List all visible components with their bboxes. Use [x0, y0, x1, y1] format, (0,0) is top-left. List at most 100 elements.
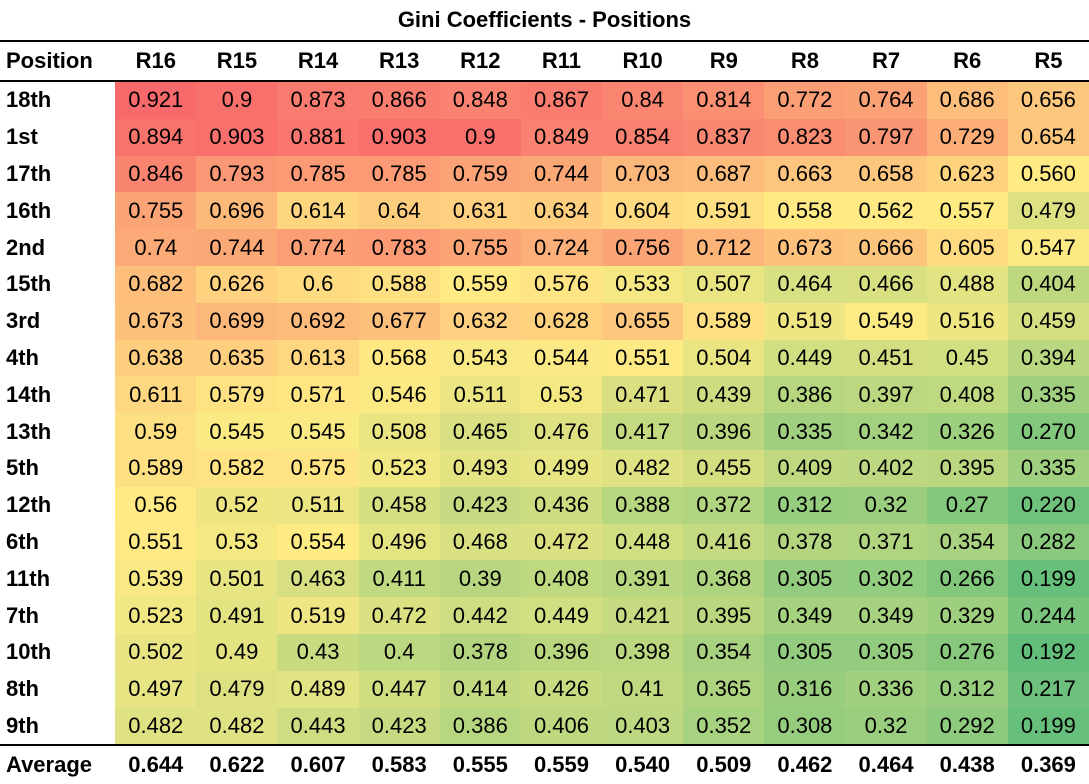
- table-row: 2nd 0.74 0.744 0.774 0.783 0.755 0.724 0.756 0.7…: [0, 229, 1089, 266]
- heatmap-cell: 0.426: [520, 670, 603, 708]
- heatmap-cell: 0.613: [277, 339, 359, 377]
- heatmap-cell: 0.302: [845, 560, 927, 598]
- heatmap-cell: 0.368: [683, 560, 765, 598]
- heatmap-cell: 0.395: [926, 449, 1008, 487]
- heatmap-cell: 0.482: [115, 707, 197, 746]
- column-header: R14: [277, 40, 359, 82]
- heatmap-cell: 0.921: [115, 81, 197, 119]
- row-label: 9th: [0, 707, 116, 746]
- heatmap-cell: 0.519: [764, 302, 846, 340]
- heatmap-cell: 0.867: [520, 81, 603, 119]
- heatmap-cell: 0.45: [926, 339, 1008, 377]
- heatmap-cell: 0.497: [115, 670, 197, 708]
- heatmap-cell: 0.744: [196, 229, 278, 266]
- heatmap-cell: 0.759: [439, 155, 521, 193]
- heatmap-cell: 0.84: [602, 81, 684, 119]
- heatmap-cell: 0.866: [358, 81, 440, 119]
- heatmap-cell: 0.354: [926, 523, 1008, 561]
- heatmap-cell: 0.849: [520, 118, 603, 156]
- heatmap-cell: 0.764: [845, 81, 927, 119]
- heatmap-cell: 0.489: [277, 670, 359, 708]
- heatmap-cell: 0.479: [196, 670, 278, 708]
- heatmap-cell: 0.6: [277, 265, 359, 303]
- heatmap-cell: 0.638: [115, 339, 197, 377]
- heatmap-cell: 0.52: [196, 486, 278, 524]
- heatmap-cell: 0.56: [115, 486, 197, 524]
- heatmap-cell: 0.614: [277, 192, 359, 230]
- heatmap-cell: 0.292: [926, 707, 1008, 746]
- heatmap-cell: 0.873: [277, 81, 359, 119]
- heatmap-cell: 0.423: [439, 486, 521, 524]
- heatmap-cell: 0.755: [115, 192, 197, 230]
- column-header: R16: [115, 40, 197, 82]
- heatmap-cell: 0.266: [926, 560, 1008, 598]
- heatmap-cell: 0.846: [115, 155, 197, 193]
- heatmap-cell: 0.396: [520, 633, 603, 671]
- row-label: 11th: [0, 560, 116, 598]
- heatmap-cell: 0.632: [439, 302, 521, 340]
- heatmap-cell: 0.335: [764, 413, 846, 450]
- heatmap-cell: 0.416: [683, 523, 765, 561]
- table-row: 18th 0.921 0.9 0.873 0.866 0.848 0.867 0.84 0.81…: [0, 81, 1089, 119]
- heatmap-cell: 0.663: [764, 155, 846, 193]
- heatmap-cell: 0.406: [520, 707, 603, 746]
- average-cell: 0.369: [1007, 744, 1089, 784]
- row-label: 13th: [0, 413, 116, 450]
- heatmap-cell: 0.501: [196, 560, 278, 598]
- heatmap-cell: 0.511: [277, 486, 359, 524]
- heatmap-cell: 0.493: [439, 449, 521, 487]
- heatmap-cell: 0.519: [277, 597, 359, 634]
- heatmap-cell: 0.499: [520, 449, 603, 487]
- heatmap-cell: 0.326: [926, 413, 1008, 450]
- heatmap-cell: 0.244: [1007, 597, 1089, 634]
- heatmap-cell: 0.712: [683, 229, 765, 266]
- heatmap-cell: 0.793: [196, 155, 278, 193]
- heatmap-cell: 0.783: [358, 229, 440, 266]
- heatmap-cell: 0.604: [602, 192, 684, 230]
- average-cell: 0.644: [115, 744, 197, 784]
- column-header: R9: [683, 40, 765, 82]
- table-row: 16th 0.755 0.696 0.614 0.64 0.631 0.634 0.604 0.…: [0, 192, 1089, 230]
- row-label: 5th: [0, 449, 116, 487]
- heatmap-cell: 0.199: [1007, 560, 1089, 598]
- heatmap-cell: 0.397: [845, 376, 927, 414]
- heatmap-cell: 0.549: [845, 302, 927, 340]
- heatmap-cell: 0.523: [358, 449, 440, 487]
- heatmap-cell: 0.696: [196, 192, 278, 230]
- heatmap-cell: 0.686: [926, 81, 1008, 119]
- heatmap-cell: 0.459: [1007, 302, 1089, 340]
- row-label: 15th: [0, 265, 116, 303]
- heatmap-cell: 0.894: [115, 118, 197, 156]
- chart-title: Gini Coefficients - Positions: [397, 7, 692, 32]
- heatmap-cell: 0.491: [196, 597, 278, 634]
- heatmap-cell: 0.507: [683, 265, 765, 303]
- heatmap-cell: 0.571: [277, 376, 359, 414]
- heatmap-cell: 0.626: [196, 265, 278, 303]
- heatmap-cell: 0.423: [358, 707, 440, 746]
- heatmap-cell: 0.554: [277, 523, 359, 561]
- heatmap-cell: 0.455: [683, 449, 765, 487]
- average-cell: 0.607: [277, 744, 359, 784]
- heatmap-cell: 0.611: [115, 376, 197, 414]
- table-row: 14th 0.611 0.579 0.571 0.546 0.511 0.53 0.471 0.…: [0, 376, 1089, 414]
- heatmap-cell: 0.656: [1007, 81, 1089, 119]
- table-row: 10th 0.502 0.49 0.43 0.4 0.378 0.396 0.398 0.354…: [0, 633, 1089, 671]
- row-label: 12th: [0, 486, 116, 524]
- table-row: 4th 0.638 0.635 0.613 0.568 0.543 0.544 0.551 0.…: [0, 339, 1089, 377]
- heatmap-cell: 0.316: [764, 670, 846, 708]
- heatmap-cell: 0.39: [439, 560, 521, 598]
- heatmap-cell: 0.471: [602, 376, 684, 414]
- heatmap-cell: 0.442: [439, 597, 521, 634]
- heatmap-cell: 0.837: [683, 118, 765, 156]
- heatmap-cell: 0.408: [520, 560, 603, 598]
- heatmap-cell: 0.335: [1007, 376, 1089, 414]
- heatmap-cell: 0.414: [439, 670, 521, 708]
- heatmap-cell: 0.59: [115, 413, 197, 450]
- heatmap-cell: 0.53: [196, 523, 278, 561]
- heatmap-cell: 0.417: [602, 413, 684, 450]
- heatmap-cell: 0.729: [926, 118, 1008, 156]
- heatmap-cell: 0.371: [845, 523, 927, 561]
- heatmap-cell: 0.511: [439, 376, 521, 414]
- heatmap-cell: 0.588: [358, 265, 440, 303]
- heatmap-cell: 0.576: [520, 265, 603, 303]
